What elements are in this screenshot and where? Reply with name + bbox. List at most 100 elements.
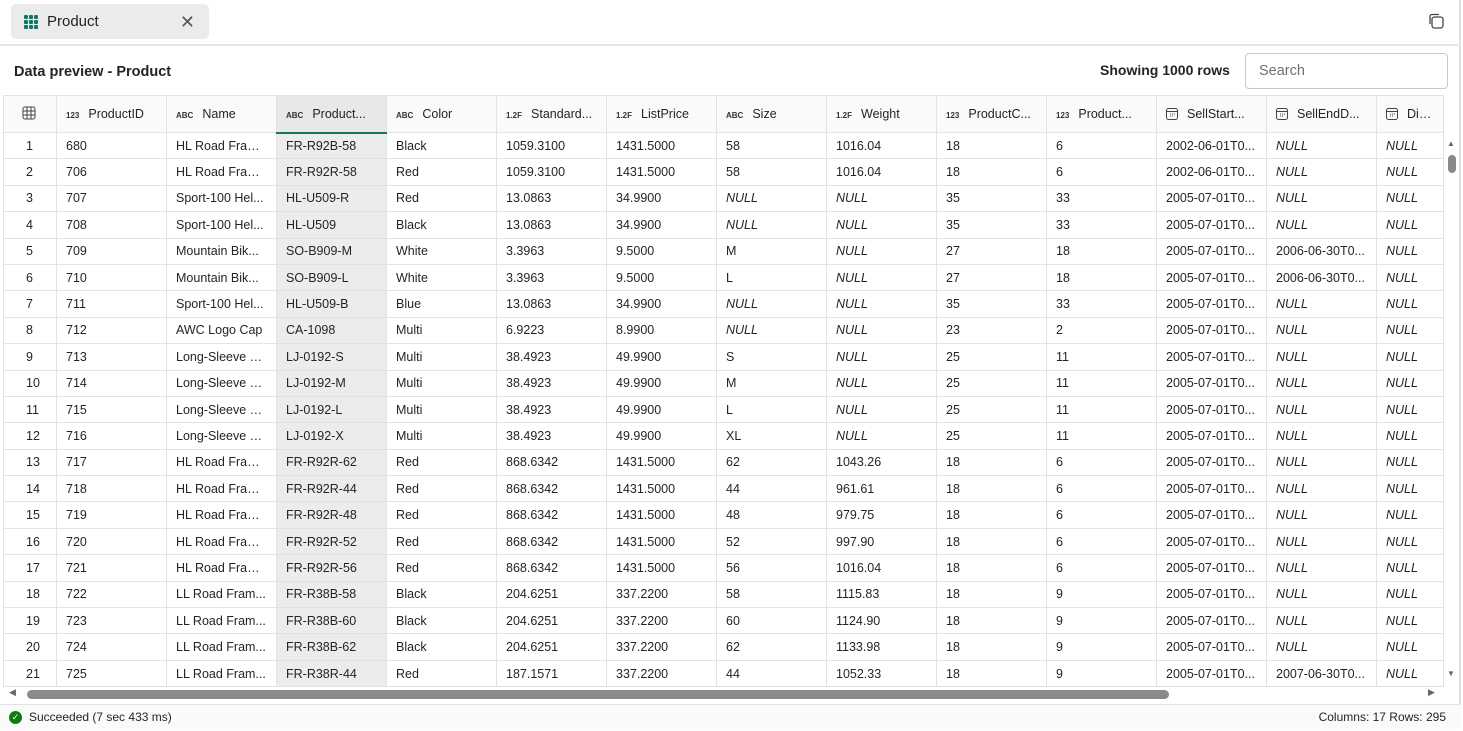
table-cell[interactable]: 204.6251: [496, 607, 607, 635]
table-cell[interactable]: Sport-100 Hel...: [166, 211, 277, 239]
tab-product[interactable]: Product ✕: [11, 4, 209, 39]
table-cell[interactable]: Sport-100 Hel...: [166, 290, 277, 318]
table-cell[interactable]: 27: [936, 263, 1047, 292]
table-cell[interactable]: 9: [1046, 580, 1157, 609]
table-cell[interactable]: 38.4923: [496, 343, 607, 371]
table-cell[interactable]: NULL: [1266, 501, 1377, 529]
table-row[interactable]: 10 714 Long-Sleeve L... LJ-0192-M Multi 38.49…: [3, 369, 1444, 397]
table-cell[interactable]: 1016.04: [826, 158, 937, 186]
table-cell[interactable]: Multi: [386, 316, 497, 345]
table-cell[interactable]: 38.4923: [496, 422, 607, 450]
table-cell[interactable]: Long-Sleeve L...: [166, 369, 277, 397]
table-cell[interactable]: 868.6342: [496, 501, 607, 529]
table-cell[interactable]: NULL: [1266, 527, 1377, 556]
table-cell[interactable]: HL Road Fram...: [166, 475, 277, 503]
table-cell[interactable]: HL Road Fram...: [166, 527, 277, 556]
table-cell[interactable]: 1431.5000: [606, 158, 717, 186]
table-cell[interactable]: 1431.5000: [606, 527, 717, 556]
table-cell[interactable]: Black: [386, 607, 497, 635]
table-cell[interactable]: 18: [936, 131, 1047, 160]
table-cell[interactable]: NULL: [1376, 158, 1444, 186]
table-cell[interactable]: 2005-07-01T0...: [1156, 448, 1267, 477]
table-cell[interactable]: 2005-07-01T0...: [1156, 554, 1267, 582]
table-row[interactable]: 17 721 HL Road Fram... FR-R92R-56 Red 868.634…: [3, 554, 1444, 582]
table-cell[interactable]: 18: [936, 607, 1047, 635]
table-row[interactable]: 7 711 Sport-100 Hel... HL-U509-B Blue 13.0863…: [3, 290, 1444, 318]
table-cell[interactable]: Red: [386, 554, 497, 582]
table-cell[interactable]: 720: [56, 527, 167, 556]
table-cell[interactable]: 25: [936, 395, 1047, 424]
table-cell[interactable]: 62: [716, 633, 827, 661]
table-cell[interactable]: 18: [936, 554, 1047, 582]
table-cell[interactable]: 33: [1046, 290, 1157, 318]
table-cell[interactable]: 6: [1046, 131, 1157, 160]
table-cell[interactable]: L: [716, 395, 827, 424]
table-cell[interactable]: NULL: [1266, 369, 1377, 397]
table-row[interactable]: 3 707 Sport-100 Hel... HL-U509-R Red 13.0863 3…: [3, 184, 1444, 213]
table-cell[interactable]: 25: [936, 369, 1047, 397]
table-cell[interactable]: Blue: [386, 290, 497, 318]
table-cell[interactable]: 18: [936, 580, 1047, 609]
close-icon[interactable]: ✕: [179, 12, 195, 32]
table-cell[interactable]: NULL: [1266, 395, 1377, 424]
table-cell[interactable]: NULL: [1376, 633, 1444, 661]
table-cell[interactable]: 868.6342: [496, 448, 607, 477]
table-row[interactable]: 11 715 Long-Sleeve L... LJ-0192-L Multi 38.49…: [3, 395, 1444, 424]
table-cell[interactable]: Red: [386, 501, 497, 529]
table-cell[interactable]: NULL: [1376, 184, 1444, 213]
table-cell[interactable]: 708: [56, 211, 167, 239]
table-cell[interactable]: NULL: [1376, 316, 1444, 345]
scroll-down-icon[interactable]: ▼: [1447, 669, 1455, 678]
table-cell[interactable]: 6: [1046, 158, 1157, 186]
table-row[interactable]: 12 716 Long-Sleeve L... LJ-0192-X Multi 38.49…: [3, 422, 1444, 450]
table-cell[interactable]: 18: [1046, 237, 1157, 265]
table-cell[interactable]: 3.3963: [496, 237, 607, 265]
table-cell[interactable]: 49.9900: [606, 369, 717, 397]
table-cell[interactable]: 2005-07-01T0...: [1156, 290, 1267, 318]
column-header[interactable]: ABC Name: [166, 95, 277, 133]
table-cell[interactable]: 33: [1046, 184, 1157, 213]
table-cell[interactable]: 2005-07-01T0...: [1156, 607, 1267, 635]
table-cell[interactable]: 2005-07-01T0...: [1156, 263, 1267, 292]
table-cell[interactable]: NULL: [1266, 131, 1377, 160]
table-cell[interactable]: 2007-06-30T0...: [1266, 659, 1377, 687]
table-cell[interactable]: Mountain Bik...: [166, 263, 277, 292]
table-cell[interactable]: FR-R38B-62: [276, 633, 387, 661]
table-cell[interactable]: 11: [1046, 395, 1157, 424]
table-cell[interactable]: 25: [936, 343, 1047, 371]
table-cell[interactable]: 48: [716, 501, 827, 529]
table-cell[interactable]: L: [716, 263, 827, 292]
table-cell[interactable]: NULL: [826, 343, 937, 371]
table-cell[interactable]: NULL: [1376, 527, 1444, 556]
table-cell[interactable]: 706: [56, 158, 167, 186]
table-cell[interactable]: 56: [716, 554, 827, 582]
table-cell[interactable]: 58: [716, 580, 827, 609]
table-cell[interactable]: 1431.5000: [606, 554, 717, 582]
table-cell[interactable]: Multi: [386, 395, 497, 424]
table-cell[interactable]: 717: [56, 448, 167, 477]
column-header[interactable]: ABC Size: [716, 95, 827, 133]
table-cell[interactable]: 868.6342: [496, 475, 607, 503]
table-cell[interactable]: FR-R38B-58: [276, 580, 387, 609]
table-cell[interactable]: 711: [56, 290, 167, 318]
table-cell[interactable]: 2: [1046, 316, 1157, 345]
table-cell[interactable]: 9: [1046, 633, 1157, 661]
table-row[interactable]: 2 706 HL Road Fram... FR-R92R-58 Red 1059.310…: [3, 158, 1444, 186]
table-cell[interactable]: LL Road Fram...: [166, 659, 277, 687]
table-cell[interactable]: White: [386, 237, 497, 265]
table-cell[interactable]: 1052.33: [826, 659, 937, 687]
table-cell[interactable]: Long-Sleeve L...: [166, 395, 277, 424]
search-input[interactable]: [1245, 53, 1448, 89]
table-cell[interactable]: NULL: [1266, 343, 1377, 371]
table-cell[interactable]: 2005-07-01T0...: [1156, 580, 1267, 609]
table-cell[interactable]: NULL: [1376, 607, 1444, 635]
table-row[interactable]: 20 724 LL Road Fram... FR-R38B-62 Black 204.6…: [3, 633, 1444, 661]
table-cell[interactable]: 707: [56, 184, 167, 213]
table-cell[interactable]: NULL: [1376, 395, 1444, 424]
table-cell[interactable]: NULL: [1266, 448, 1377, 477]
table-row[interactable]: 21 725 LL Road Fram... FR-R38R-44 Red 187.157…: [3, 659, 1444, 687]
table-cell[interactable]: LL Road Fram...: [166, 607, 277, 635]
table-cell[interactable]: NULL: [1266, 475, 1377, 503]
table-cell[interactable]: Red: [386, 659, 497, 687]
table-row[interactable]: 13 717 HL Road Fram... FR-R92R-62 Red 868.634…: [3, 448, 1444, 477]
